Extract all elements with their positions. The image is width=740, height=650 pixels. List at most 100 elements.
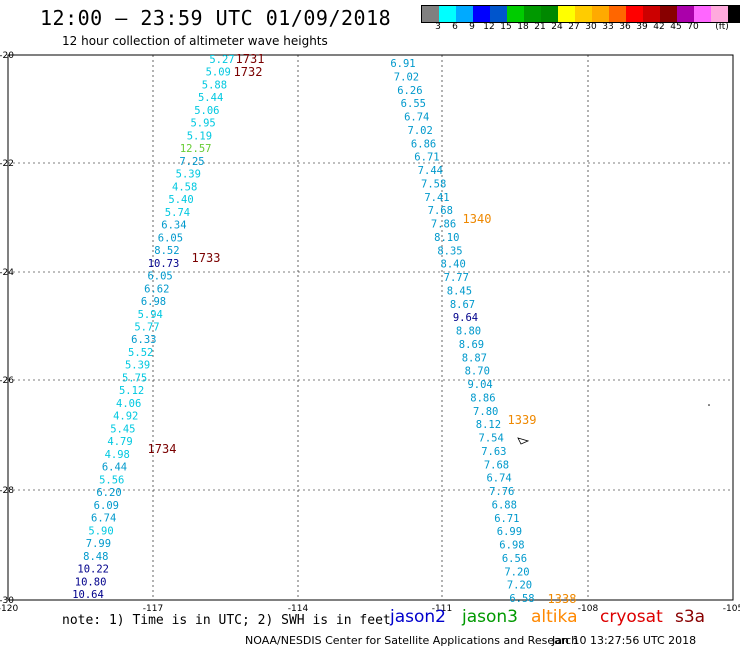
- pass-time-label: 1732: [234, 65, 263, 79]
- swh-value-west: 10.80: [75, 576, 107, 588]
- swh-value-east: 6.98: [499, 540, 524, 552]
- swh-value-east: 8.10: [434, 232, 459, 244]
- swh-value-east: 6.91: [390, 58, 415, 70]
- legend-item-jason2: jason2: [390, 607, 446, 627]
- scale-swatch: [456, 6, 473, 22]
- swh-value-east: 8.87: [462, 352, 487, 364]
- swh-value-east: 7.02: [408, 125, 433, 137]
- swh-value-west: 6.05: [158, 232, 183, 244]
- lon-tick-label: -108: [578, 604, 599, 614]
- scale-label: 42: [653, 22, 665, 32]
- lon-tick-label: -117: [143, 604, 163, 614]
- swh-value-east: 8.45: [447, 285, 472, 297]
- swh-value-west: 5.75: [122, 372, 147, 384]
- swh-value-west: 6.98: [141, 296, 166, 308]
- scale-label: 70: [687, 22, 699, 32]
- scale-swatch: [558, 6, 575, 22]
- scale-swatch: [609, 6, 626, 22]
- swh-value-east: 7.80: [473, 406, 498, 418]
- swh-value-west: 5.19: [187, 130, 212, 142]
- swh-value-west: 5.39: [125, 360, 150, 372]
- scale-swatch: [473, 6, 490, 22]
- swh-value-east: 6.74: [404, 112, 429, 124]
- legend-item-s3a: s3a: [675, 607, 706, 627]
- swh-value-west: 6.74: [91, 513, 116, 525]
- swh-value-east: 6.56: [502, 553, 527, 565]
- scale-label: 6: [452, 22, 458, 32]
- scale-label: 12: [483, 22, 495, 32]
- swh-value-east: 6.26: [397, 85, 422, 97]
- scale-label: 33: [602, 22, 614, 32]
- pass-time-label: 1338: [548, 592, 577, 606]
- swh-value-west: 4.79: [107, 436, 132, 448]
- swh-value-east: 6.71: [494, 513, 519, 525]
- scale-swatch: [439, 6, 456, 22]
- scale-label: 24: [551, 22, 563, 32]
- swh-value-east: 6.74: [486, 473, 511, 485]
- legend-item-altika: altika: [531, 607, 578, 627]
- pass-time-label: 1340: [463, 212, 492, 226]
- swh-value-west: 10.22: [77, 564, 109, 576]
- swh-value-west: 10.64: [72, 589, 104, 601]
- swh-value-west: 5.77: [134, 322, 159, 334]
- scale-label: 27: [568, 22, 580, 32]
- swh-value-west: 8.48: [83, 551, 108, 563]
- scale-label: 30: [585, 22, 597, 32]
- swh-value-west: 8.52: [154, 245, 179, 257]
- swh-value-west: 5.90: [88, 525, 113, 537]
- swh-value-west: 5.88: [202, 79, 227, 91]
- scale-label: 9: [469, 22, 475, 32]
- swh-value-east: 7.02: [394, 71, 419, 83]
- scale-label: 39: [636, 22, 648, 32]
- color-scale: [421, 5, 740, 23]
- swh-value-west: 5.95: [190, 118, 215, 130]
- swh-value-west: 4.98: [105, 449, 130, 461]
- swh-value-west: 7.25: [179, 156, 204, 168]
- swh-value-west: 4.06: [116, 398, 141, 410]
- swh-value-west: 5.12: [119, 385, 144, 397]
- swh-value-east: 7.58: [421, 178, 446, 190]
- swh-value-east: 9.64: [453, 312, 478, 324]
- lat-tick-label: -20: [0, 51, 14, 61]
- swh-value-east: 8.67: [450, 299, 475, 311]
- lon-tick-label: -120: [0, 604, 18, 614]
- pass-time-label: 1734: [148, 442, 177, 456]
- swh-value-east: 6.99: [497, 526, 522, 538]
- swh-value-west: 5.44: [198, 92, 223, 104]
- swh-value-west: 5.06: [194, 105, 219, 117]
- swh-value-west: 5.27: [209, 54, 234, 66]
- page-title: 12:00 — 23:59 UTC 01/09/2018: [40, 6, 392, 30]
- swh-value-west: 5.39: [176, 169, 201, 181]
- swh-value-west: 7.99: [86, 538, 111, 550]
- scale-label: 36: [619, 22, 631, 32]
- scale-label: 3: [435, 22, 441, 32]
- scale-swatch: [592, 6, 609, 22]
- island-outline: [517, 437, 530, 445]
- lat-tick-label: -26: [0, 376, 14, 386]
- swh-value-west: 4.92: [113, 411, 138, 423]
- pass-time-label: 1339: [508, 413, 537, 427]
- swh-value-east: 8.35: [437, 245, 462, 257]
- swh-value-west: 5.45: [110, 423, 135, 435]
- swh-value-east: 7.54: [479, 433, 504, 445]
- map-frame: [7, 54, 734, 601]
- swh-value-east: 7.76: [489, 486, 514, 498]
- swh-value-west: 6.05: [147, 271, 172, 283]
- scale-swatch: [728, 6, 740, 22]
- swh-value-west: 6.44: [102, 462, 127, 474]
- swh-value-west: 5.56: [99, 474, 124, 486]
- scale-swatch: [677, 6, 694, 22]
- lat-tick-label: -22: [0, 159, 14, 169]
- swh-value-west: 12.57: [180, 143, 212, 155]
- scale-swatch: [422, 6, 439, 22]
- swh-value-east: 7.77: [444, 272, 469, 284]
- legend-item-cryosat: cryosat: [600, 607, 663, 627]
- scale-label: 18: [517, 22, 529, 32]
- color-scale-labels: 3 6 9 12 15 18 21 24 27 30 33 36 39 42 45 70 (ft): [421, 22, 740, 34]
- swh-value-east: 7.86: [431, 219, 456, 231]
- lon-tick-label: -111: [432, 604, 452, 614]
- scale-swatch: [541, 6, 558, 22]
- swh-value-west: 4.58: [172, 181, 197, 193]
- swh-value-west: 5.09: [206, 67, 231, 79]
